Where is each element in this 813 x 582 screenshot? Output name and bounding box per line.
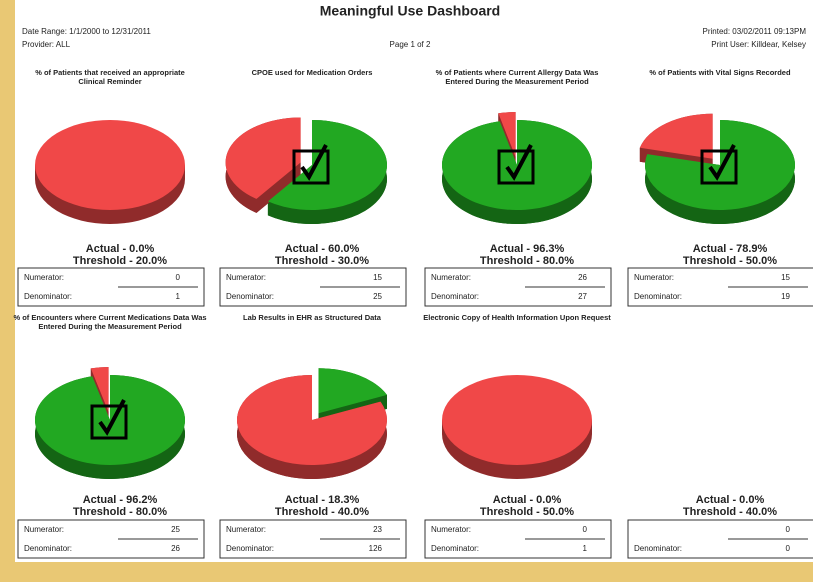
numerator-label: Numerator: bbox=[431, 273, 471, 282]
denominator: 126 bbox=[369, 544, 383, 553]
numerator: 15 bbox=[781, 273, 790, 282]
check-box bbox=[90, 404, 128, 440]
chart-title: % of Encounters where Current Medication… bbox=[13, 313, 206, 331]
threshold-label: Threshold - 50.0% bbox=[480, 506, 574, 518]
pie-slice bbox=[237, 375, 388, 466]
check-mark bbox=[300, 144, 328, 181]
numerator: 26 bbox=[578, 273, 587, 282]
denominator-label: Denominator: bbox=[431, 544, 479, 553]
check-box bbox=[292, 149, 330, 185]
pie-slice bbox=[225, 117, 301, 199]
denominator: 25 bbox=[373, 292, 382, 301]
date-range: Date Range: 1/1/2000 to 12/31/2011 bbox=[22, 27, 151, 36]
threshold-label: Threshold - 80.0% bbox=[73, 506, 167, 518]
threshold-label: Threshold - 80.0% bbox=[480, 255, 574, 267]
threshold-label: Threshold - 40.0% bbox=[275, 506, 369, 518]
numerator-label: Numerator: bbox=[431, 525, 471, 534]
denominator-label: Denominator: bbox=[24, 544, 72, 553]
check-mark bbox=[505, 144, 533, 181]
numerator: 23 bbox=[373, 525, 382, 534]
pie-slice bbox=[35, 120, 185, 210]
pie-slice bbox=[318, 368, 387, 414]
chart-title: Electronic Copy of Health Information Up… bbox=[423, 313, 611, 322]
denominator: 26 bbox=[171, 544, 180, 553]
pie-side bbox=[256, 162, 301, 213]
numerator: 25 bbox=[171, 525, 180, 534]
actual-label: Actual - 0.0% bbox=[86, 243, 155, 255]
threshold-label: Threshold - 50.0% bbox=[683, 255, 777, 267]
pie-slice bbox=[644, 120, 795, 211]
denominator-label: Denominator: bbox=[226, 544, 274, 553]
denominator-label: Denominator: bbox=[634, 544, 682, 553]
numerator-label: Numerator: bbox=[24, 273, 64, 282]
chart-title: % of Patients with Vital Signs Recorded bbox=[649, 68, 791, 77]
numerator-label: Numerator: bbox=[24, 525, 64, 534]
threshold-label: Threshold - 40.0% bbox=[683, 506, 777, 518]
denominator: 27 bbox=[578, 292, 587, 301]
numerator: 0 bbox=[583, 525, 588, 534]
denominator: 19 bbox=[781, 292, 790, 301]
denominator-label: Denominator: bbox=[24, 292, 72, 301]
check-mark bbox=[708, 144, 736, 181]
print-user: Print User: Killdear, Kelsey bbox=[711, 40, 806, 49]
numerator: 0 bbox=[786, 525, 791, 534]
numerator-label: Numerator: bbox=[226, 273, 266, 282]
pie-slice bbox=[90, 367, 109, 413]
numerator-label: Numerator: bbox=[226, 525, 266, 534]
pie-slice bbox=[639, 113, 713, 159]
denominator-label: Denominator: bbox=[431, 292, 479, 301]
provider: Provider: ALL bbox=[22, 40, 71, 49]
pie-side bbox=[267, 120, 387, 225]
title: Meaningful Use Dashboard bbox=[320, 3, 500, 19]
actual-label: Actual - 0.0% bbox=[493, 494, 562, 506]
check-box bbox=[700, 149, 738, 185]
pie-slice bbox=[442, 375, 592, 465]
actual-label: Actual - 96.2% bbox=[83, 494, 158, 506]
pie-slice bbox=[34, 375, 185, 466]
denominator: 1 bbox=[176, 292, 181, 301]
pie-slice bbox=[442, 120, 593, 210]
threshold-label: Threshold - 20.0% bbox=[73, 255, 167, 267]
chart-title: Lab Results in EHR as Structured Data bbox=[243, 313, 382, 322]
chart-title: CPOE used for Medication Orders bbox=[252, 68, 373, 77]
numerator-label: Numerator: bbox=[634, 273, 674, 282]
actual-label: Actual - 96.3% bbox=[490, 243, 565, 255]
pie-slice bbox=[498, 112, 516, 158]
actual-label: Actual - 0.0% bbox=[696, 494, 765, 506]
denominator: 1 bbox=[583, 544, 588, 553]
chart-title: % of Patients that received an appropria… bbox=[35, 68, 185, 86]
denominator-label: Denominator: bbox=[226, 292, 274, 301]
check-box bbox=[497, 149, 535, 185]
check-mark bbox=[98, 399, 126, 436]
threshold-label: Threshold - 30.0% bbox=[275, 255, 369, 267]
numerator: 15 bbox=[373, 273, 382, 282]
actual-label: Actual - 18.3% bbox=[285, 494, 360, 506]
printed: Printed: 03/02/2011 09:13PM bbox=[703, 27, 807, 36]
actual-label: Actual - 78.9% bbox=[693, 243, 768, 255]
actual-label: Actual - 60.0% bbox=[285, 243, 360, 255]
denominator: 0 bbox=[786, 544, 791, 553]
numerator: 0 bbox=[176, 273, 181, 282]
chart-title: % of Patients where Current Allergy Data… bbox=[436, 68, 599, 86]
page-number: Page 1 of 2 bbox=[390, 40, 431, 49]
denominator-label: Denominator: bbox=[634, 292, 682, 301]
